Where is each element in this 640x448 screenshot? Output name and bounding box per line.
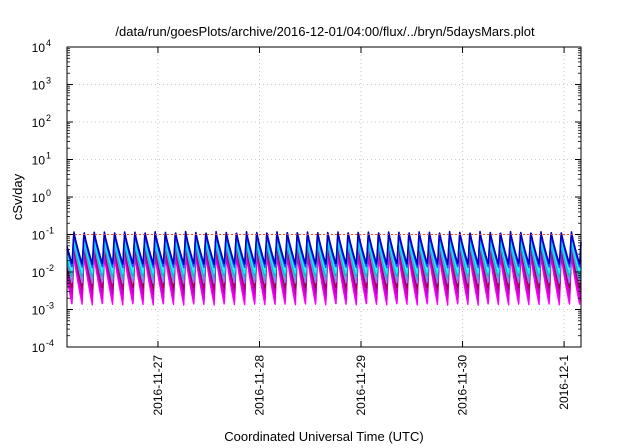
x-tick-label: 2016-11-30 bbox=[456, 355, 470, 416]
y-tick-label-exponent: -3 bbox=[46, 301, 54, 311]
y-tick-label-exponent: 4 bbox=[46, 38, 51, 48]
data-series bbox=[66, 230, 582, 306]
y-tick-label: 10 bbox=[32, 229, 46, 243]
y-tick-label: 10 bbox=[32, 266, 46, 280]
x-tick-label: 2016-11-27 bbox=[151, 355, 165, 416]
x-axis-title: Coordinated Universal Time (UTC) bbox=[224, 429, 423, 444]
series-line bbox=[66, 248, 582, 296]
series-line bbox=[66, 245, 582, 290]
y-tick-label-exponent: 3 bbox=[46, 76, 51, 86]
y-tick-label: 10 bbox=[32, 41, 46, 55]
y-tick-label-exponent: -4 bbox=[46, 338, 54, 348]
grid-lines bbox=[67, 47, 581, 347]
x-axis-ticks: 2016-11-27 2016-11-28 2016-11-29 2016-11-30… bbox=[151, 47, 571, 416]
y-tick-label: 10 bbox=[32, 116, 46, 130]
x-tick-label: 2016-12-1 bbox=[557, 355, 571, 410]
y-tick-label-exponent: 2 bbox=[46, 113, 51, 123]
series-line bbox=[66, 242, 582, 284]
y-tick-label: 10 bbox=[32, 191, 46, 205]
y-tick-label: 10 bbox=[32, 154, 46, 168]
series-line bbox=[66, 239, 582, 279]
series-line bbox=[66, 230, 582, 266]
y-tick-label-exponent: -1 bbox=[46, 226, 54, 236]
x-tick-label: 2016-11-29 bbox=[354, 355, 368, 416]
series-line bbox=[66, 237, 582, 275]
y-axis-title: cSv/day bbox=[10, 173, 25, 220]
y-tick-label: 10 bbox=[32, 79, 46, 93]
y-tick-label-exponent: -2 bbox=[46, 263, 54, 273]
chart-title: /data/run/goesPlots/archive/2016-12-01/0… bbox=[115, 24, 535, 39]
x-tick-label: 2016-11-28 bbox=[252, 355, 266, 416]
series-line bbox=[66, 251, 582, 301]
series-line bbox=[66, 254, 582, 306]
y-tick-label-exponent: 0 bbox=[46, 188, 51, 198]
y-tick-label: 10 bbox=[32, 341, 46, 355]
y-tick-label-exponent: 1 bbox=[46, 151, 51, 161]
y-tick-label: 10 bbox=[32, 304, 46, 318]
